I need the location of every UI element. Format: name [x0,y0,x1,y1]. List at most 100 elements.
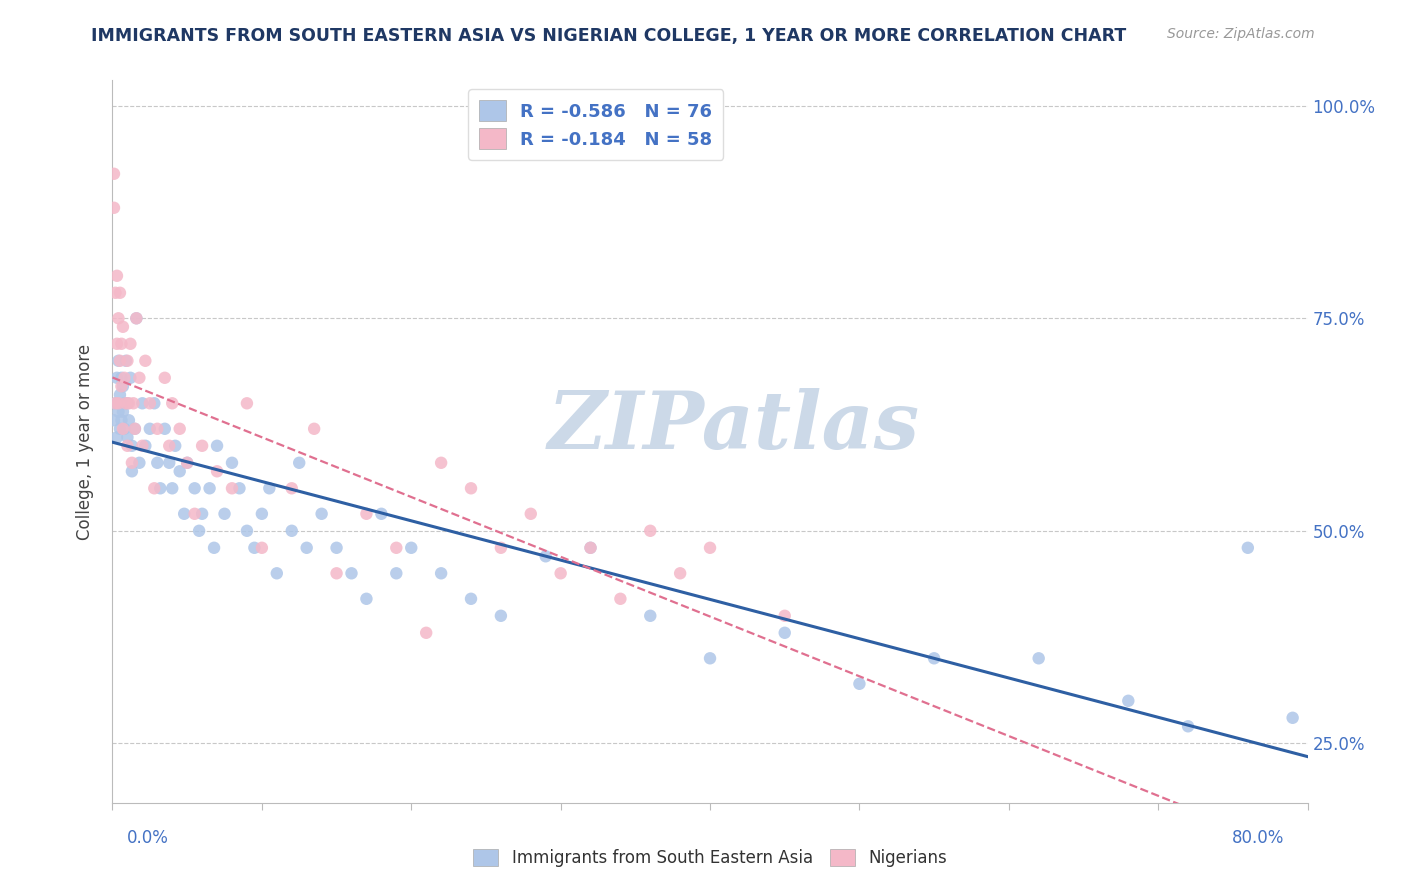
Point [115,396,138,410]
Point [122,396,145,410]
Point [228,481,250,495]
Point [236,396,259,410]
Point [385,566,408,581]
Point [104,285,127,300]
Point [430,566,453,581]
Point [340,566,363,581]
Point [250,541,273,555]
Text: ZIPatlas: ZIPatlas [548,388,920,466]
Point [115,353,138,368]
Point [188,524,211,538]
Point [173,507,195,521]
Point [609,591,631,606]
Point [183,481,205,495]
Point [107,353,129,368]
Point [104,396,127,410]
Point [153,371,176,385]
Point [848,677,870,691]
Point [146,456,169,470]
Point [169,422,191,436]
Point [1177,719,1199,733]
Point [146,422,169,436]
Point [143,396,166,410]
Point [356,507,378,521]
Point [281,524,304,538]
Point [103,201,125,215]
Point [579,541,602,555]
Point [699,541,721,555]
Point [162,481,183,495]
Point [108,388,131,402]
Point [131,396,153,410]
Point [105,371,128,385]
Point [108,422,131,436]
Point [108,285,131,300]
Point [205,464,228,478]
Legend: Immigrants from South Eastern Asia, Nigerians: Immigrants from South Eastern Asia, Nige… [467,842,953,874]
Point [325,566,347,581]
Point [103,167,125,181]
Point [114,396,135,410]
Point [110,413,132,427]
Point [191,439,214,453]
Point [259,481,281,495]
Point [108,353,131,368]
Point [191,507,214,521]
Point [107,405,129,419]
Point [176,456,198,470]
Point [773,625,796,640]
Point [489,541,512,555]
Point [157,439,180,453]
Point [579,541,602,555]
Point [120,371,142,385]
Point [669,566,692,581]
Point [281,481,304,495]
Point [250,507,273,521]
Point [104,396,127,410]
Point [243,541,266,555]
Point [1028,651,1050,665]
Point [110,336,132,351]
Point [125,311,148,326]
Point [139,396,162,410]
Point [489,608,512,623]
Point [149,481,172,495]
Text: 0.0%: 0.0% [127,829,169,847]
Point [124,422,146,436]
Point [124,422,146,436]
Point [385,541,408,555]
Point [699,651,721,665]
Point [1281,711,1303,725]
Point [114,422,135,436]
Point [183,507,205,521]
Point [128,456,150,470]
Point [205,439,228,453]
Point [534,549,557,564]
Point [103,413,125,427]
Point [125,311,148,326]
Point [105,268,128,283]
Point [117,430,139,444]
Point [111,379,134,393]
Point [121,439,143,453]
Point [311,507,333,521]
Point [110,371,132,385]
Point [198,481,221,495]
Text: IMMIGRANTS FROM SOUTH EASTERN ASIA VS NIGERIAN COLLEGE, 1 YEAR OR MORE CORRELATI: IMMIGRANTS FROM SOUTH EASTERN ASIA VS NI… [91,27,1126,45]
Point [288,456,311,470]
Point [107,311,129,326]
Point [121,456,143,470]
Point [236,524,259,538]
Point [176,456,198,470]
Point [430,456,453,470]
Point [114,371,135,385]
Point [143,481,166,495]
Point [221,481,243,495]
Point [107,396,129,410]
Point [128,371,150,385]
Point [134,439,156,453]
Point [401,541,423,555]
Point [221,456,243,470]
Point [1118,694,1140,708]
Text: Source: ZipAtlas.com: Source: ZipAtlas.com [1167,27,1315,41]
